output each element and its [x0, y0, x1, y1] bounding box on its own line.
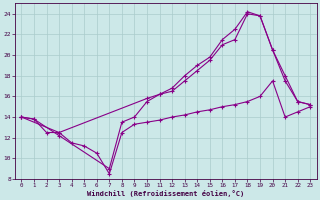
X-axis label: Windchill (Refroidissement éolien,°C): Windchill (Refroidissement éolien,°C)	[87, 190, 244, 197]
